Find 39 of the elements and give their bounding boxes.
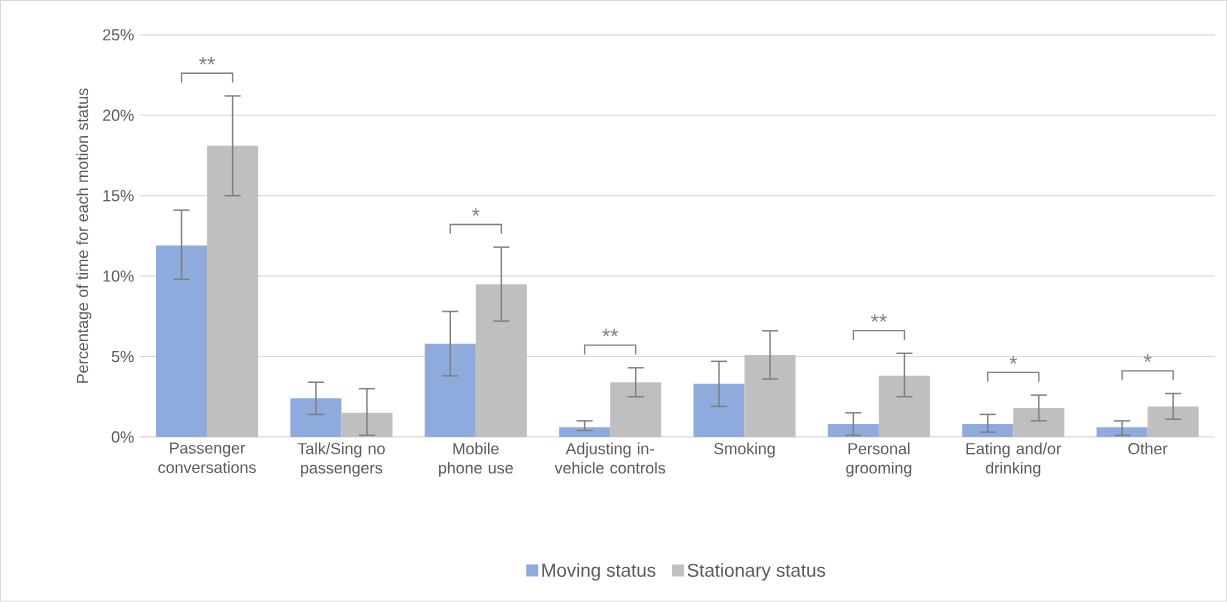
bar bbox=[693, 383, 745, 438]
y-tick-label: 15% bbox=[103, 190, 134, 202]
x-tick-label: Eating and/or drinking bbox=[966, 442, 1062, 477]
bar bbox=[1013, 408, 1065, 438]
bar bbox=[341, 412, 393, 438]
y-tick-label: 0% bbox=[111, 431, 134, 443]
bar bbox=[475, 284, 527, 438]
bar bbox=[156, 245, 208, 438]
y-tick-label: 25% bbox=[103, 29, 134, 41]
bar bbox=[827, 424, 879, 438]
bar bbox=[207, 145, 259, 438]
x-tick-label: Smoking bbox=[714, 442, 775, 458]
annotation: * bbox=[1143, 354, 1152, 363]
annotation: * bbox=[471, 208, 480, 216]
annotation: ** bbox=[199, 57, 216, 65]
bar bbox=[290, 398, 342, 438]
annotation: ** bbox=[870, 314, 887, 322]
x-tick-label: Adjusting in-vehicle controls bbox=[554, 442, 666, 474]
bar bbox=[559, 427, 611, 438]
y-tick-label: 5% bbox=[111, 350, 134, 363]
bar bbox=[962, 424, 1014, 438]
x-tick-label: Talk/Sing no passengers bbox=[297, 442, 385, 477]
bar bbox=[610, 382, 662, 438]
annotation: * bbox=[1009, 356, 1018, 364]
bar bbox=[424, 343, 476, 438]
x-tick-label: Mobile phone use bbox=[439, 442, 513, 477]
bar bbox=[744, 355, 796, 438]
annotation: ** bbox=[602, 328, 619, 337]
y-tick-label: 20% bbox=[103, 109, 134, 121]
bar bbox=[1096, 427, 1148, 438]
bar bbox=[878, 375, 930, 438]
x-tick-label: Personal grooming bbox=[846, 442, 912, 477]
legend-label: Stationary status bbox=[687, 563, 826, 581]
bar bbox=[1147, 406, 1199, 438]
x-tick-label: Passenger conversations bbox=[158, 442, 256, 474]
legend-label: Moving status bbox=[542, 563, 656, 581]
y-axis-title: Percentage of time for each motion status bbox=[76, 88, 92, 383]
x-tick-label: Other bbox=[1128, 442, 1168, 455]
y-tick-label: 10% bbox=[103, 270, 134, 282]
